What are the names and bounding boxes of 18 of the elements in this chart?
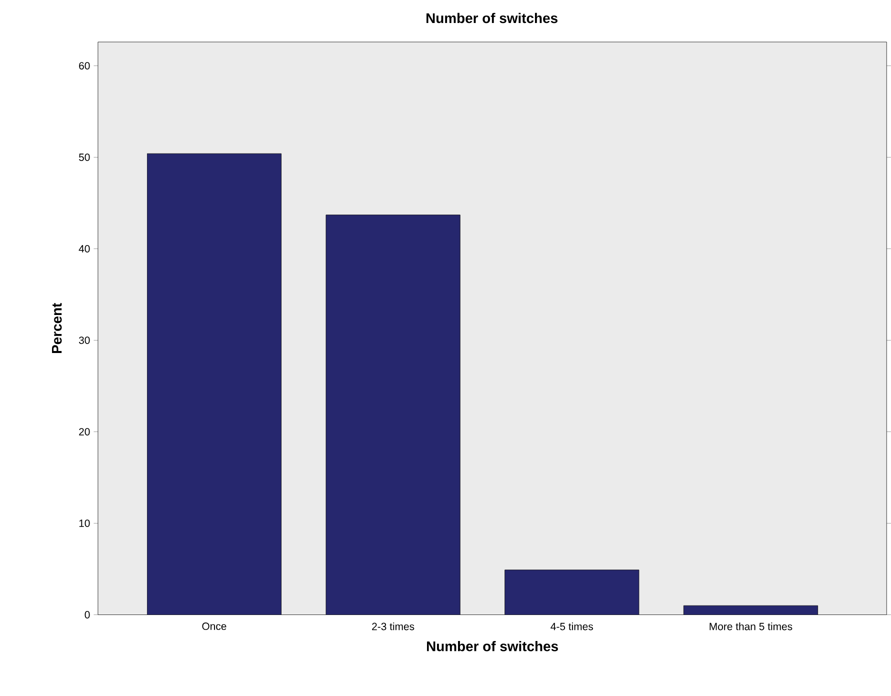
y-tick-label: 60: [79, 62, 90, 70]
x-tick-label: 2-3 times: [372, 622, 414, 630]
y-axis-title: Percent: [52, 303, 62, 354]
x-tick-label: 4-5 times: [550, 622, 593, 630]
y-tick-label: 10: [79, 520, 90, 528]
y-tick-label: 20: [79, 428, 90, 436]
x-tick-label: Once: [202, 622, 226, 630]
bar: [683, 606, 818, 615]
bar: [326, 214, 460, 615]
y-tick-label: 50: [78, 154, 90, 162]
x-axis-title: Number of switches: [427, 641, 558, 652]
bar: [146, 154, 282, 615]
y-tick-label: 30: [78, 336, 90, 344]
bar: [504, 570, 640, 615]
y-tick-label: 40: [78, 245, 90, 253]
chart-title: Number of switches: [426, 13, 558, 24]
x-tick-label: More than 5 times: [710, 622, 792, 630]
y-tick-label: 0: [84, 611, 90, 619]
